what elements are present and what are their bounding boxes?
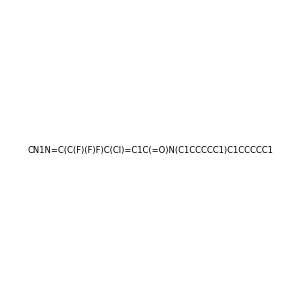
Text: CN1N=C(C(F)(F)F)C(Cl)=C1C(=O)N(C1CCCCC1)C1CCCCC1: CN1N=C(C(F)(F)F)C(Cl)=C1C(=O)N(C1CCCCC1)…	[27, 146, 273, 154]
